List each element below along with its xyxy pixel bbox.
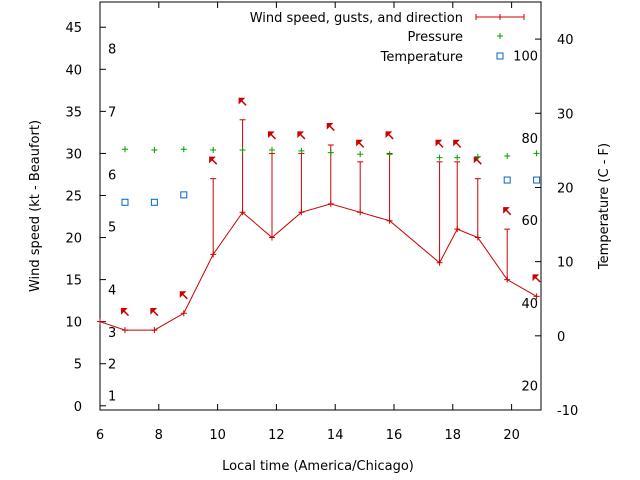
pressure-point [180,146,187,153]
y2-tick-label: -10 [557,404,578,419]
y-tick-label: 20 [65,232,82,247]
pressure-point [210,147,217,154]
fahrenheit-label: 100 [513,49,538,64]
legend-wind-marker [497,14,503,20]
pressure-point [357,151,364,158]
x-tick-label: 16 [386,428,403,443]
fahrenheit-label: 60 [521,214,538,229]
pressure-point [504,152,511,159]
legend-pressure-label: Pressure [407,30,463,45]
wind-direction-arrowhead [385,131,393,139]
pressure-point [239,147,246,154]
pressure-point [386,151,393,158]
pressure-point [436,154,443,161]
legend-temperature-marker [496,52,504,60]
x-tick-label: 12 [268,428,285,443]
beaufort-label: 8 [108,42,116,57]
wind-direction-arrowhead [453,139,460,147]
legend-pressure-marker [497,33,503,39]
x-tick-label: 18 [445,428,462,443]
pressure-point [474,153,481,160]
y-tick-label: 45 [65,21,82,36]
wind-point [97,318,103,325]
y2-tick-label: 30 [557,107,574,122]
temperature-point [150,198,158,206]
pressure-point [454,154,461,161]
data-series [97,97,541,334]
y-axis-label: Wind speed (kt - Beaufort) [28,120,43,292]
pressure-point [327,149,334,156]
y-tick-label: 35 [65,105,82,120]
beaufort-label: 5 [108,221,116,236]
wind-direction-arrowhead [435,139,443,147]
legend-temperature-label: Temperature [380,50,463,65]
wind-direction-arrowhead [120,308,128,315]
pressure-point [298,147,305,154]
wind-direction-arrowhead [150,308,158,315]
beaufort-label: 2 [108,358,116,373]
pressure-point [268,147,275,154]
wind-direction-arrowhead [326,122,334,130]
pressure-point [533,150,540,157]
legend-wind-label: Wind speed, gusts, and direction [250,11,463,26]
y-tick-label: 10 [65,316,82,331]
wind-point [533,293,540,300]
wind-direction-arrowhead [209,156,216,164]
wind-direction-arrowhead [503,207,510,214]
plot-frame [99,1,542,411]
x-tick-label: 14 [327,428,344,443]
legend: Wind speed, gusts, and direction Pressur… [250,11,525,65]
fahrenheit-label: 20 [521,380,538,395]
y-tick-label: 0 [74,400,82,415]
y-tick-label: 40 [65,63,82,78]
beaufort-label: 7 [108,105,116,120]
axis-ticks: 6 8 10 12 14 16 18 20051015202530354045-1001020… [65,2,578,443]
wind-speed-line [99,203,537,331]
y2-tick-label: 20 [557,181,574,196]
wind-direction-arrowhead [267,131,275,139]
y2-axis-label: Temperature (C - F) [597,143,612,270]
x-axis-label: Local time (America/Chicago) [222,459,414,474]
y-tick-label: 15 [65,274,82,289]
temperature-point [533,176,541,184]
wind-direction-arrowhead [238,97,246,105]
y-tick-label: 30 [65,147,82,162]
fahrenheit-label: 80 [521,132,538,147]
temperature-point [503,176,511,184]
x-tick-label: 20 [503,428,520,443]
fahrenheit-label: 40 [521,297,538,312]
plot-area [99,1,542,411]
x-tick-label: 6 [96,428,104,443]
wind-point [180,310,187,317]
x-tick-label: 8 [155,428,163,443]
pressure-point [121,146,128,153]
y-tick-label: 25 [65,189,82,204]
temperature-point [121,198,129,206]
beaufort-label: 4 [108,284,116,299]
wind-direction-arrowhead [297,131,305,139]
wind-direction-arrowhead [356,139,363,147]
y-tick-label: 5 [74,358,82,373]
pressure-point [151,147,158,154]
beaufort-label: 6 [108,168,116,183]
wind-direction-arrowhead [179,291,187,298]
beaufort-label: 3 [108,326,116,341]
y2-tick-label: 0 [557,330,565,345]
beaufort-label: 1 [108,390,116,405]
y2-tick-label: 40 [557,33,574,48]
wind-point [121,327,128,334]
wind-point [151,327,158,334]
x-tick-label: 10 [209,428,226,443]
temperature-point [180,191,188,199]
wind-direction-arrowhead [532,274,540,282]
y2-tick-label: 10 [557,256,574,271]
